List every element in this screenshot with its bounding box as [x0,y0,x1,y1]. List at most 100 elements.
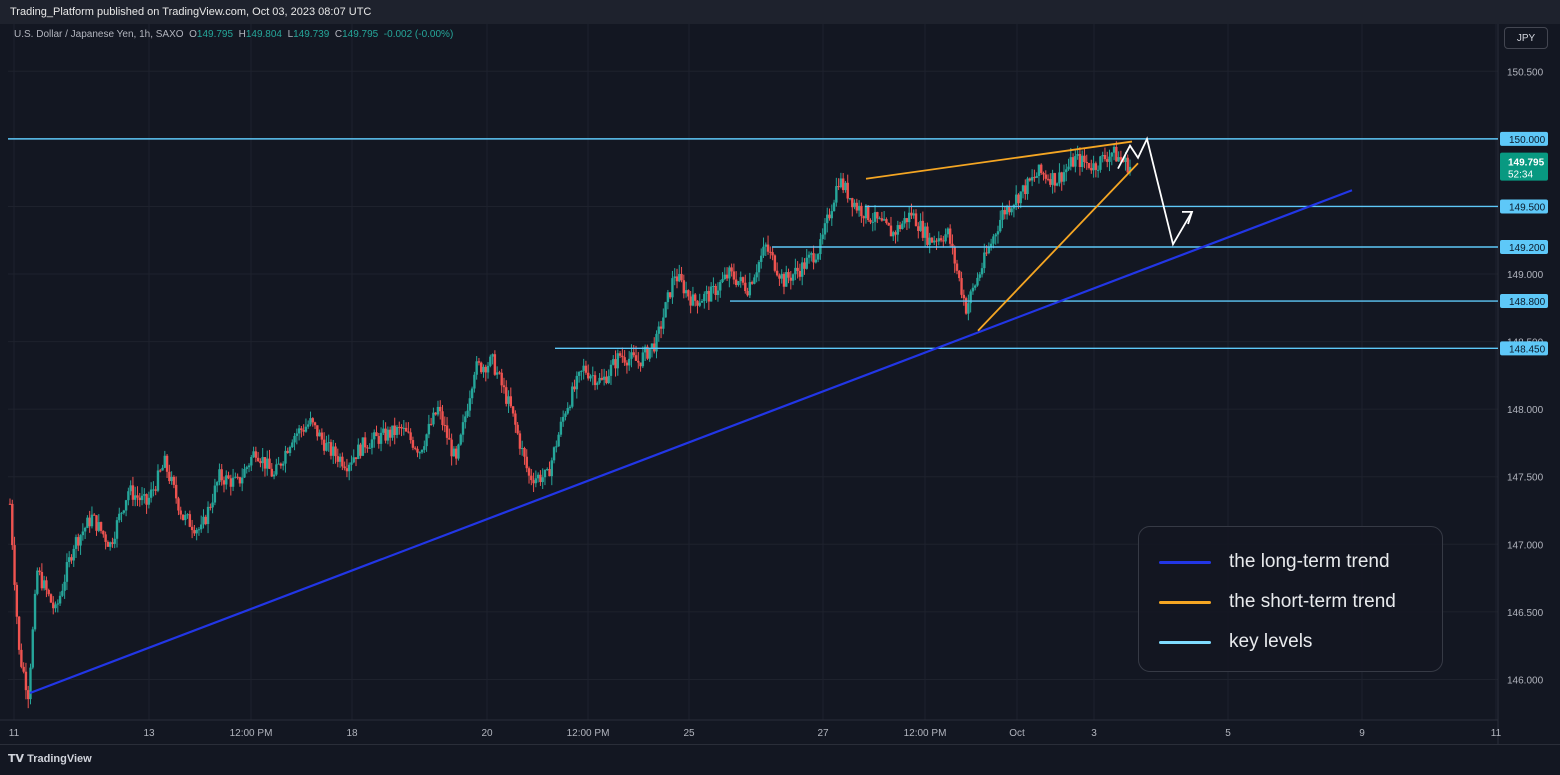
candle-body [846,182,849,199]
candle-body [418,452,421,454]
candle-body [13,545,16,585]
candle-body [295,433,299,436]
candle-body [54,604,57,609]
candle-body [407,431,410,433]
candle-body [156,470,160,491]
candle-body [591,375,594,377]
candle-body [571,386,574,407]
candle-body [555,446,558,448]
candle-body [1080,155,1084,167]
candle-body [170,476,173,482]
candle-body [338,456,342,462]
candle-body [514,413,517,425]
candle-body [835,186,838,203]
candle-body [129,485,132,492]
candle-body [787,272,790,278]
candle-body [220,469,223,481]
currency-button[interactable]: JPY [1504,27,1548,49]
candle-body [773,255,777,271]
candle-body [1017,194,1020,204]
symbol-info: U.S. Dollar / Japanese Yen, 1h, SAXO O14… [14,29,453,40]
candle-body [723,274,726,280]
candle-body [914,213,918,227]
candle-body [1076,153,1079,156]
candle-body [341,456,344,467]
candle-body [36,570,39,594]
key-levels [8,138,1498,350]
candle-body [673,276,676,279]
candle-body [256,457,260,462]
candle-body [15,584,19,617]
candle-body [213,485,217,503]
candle-body [1087,162,1091,168]
candle-body [1071,157,1075,167]
candle-body [322,439,326,451]
candle-body [755,272,758,278]
candle-body [518,433,522,449]
candle-body [22,666,25,672]
candle-body [605,376,608,384]
candle-body [609,364,613,376]
close-label: C [334,29,343,40]
candle-body [498,372,501,374]
candle-body [678,273,681,282]
candle-body [958,270,961,279]
candle-body [343,466,346,469]
candle-body [766,244,770,252]
candle-body [300,428,303,431]
candle-body [600,377,604,380]
candle-body [279,463,283,466]
candle-body [584,365,588,373]
candle-body [944,234,947,242]
candle-body [662,317,665,329]
candle-body [445,425,449,438]
candle-body [919,220,922,231]
candle-body [896,225,900,235]
candle-body [691,294,695,306]
candle-body [423,446,426,450]
candle-body [24,671,28,691]
time-tick-label: 12:00 PM [904,728,947,739]
candle-body [769,251,772,253]
candle-body [989,243,993,248]
candle-body [77,537,80,546]
candle-body [473,374,476,389]
open-label: O [189,29,197,40]
candle-body [416,448,419,453]
candle-body [580,370,583,373]
candle-body [252,451,255,458]
candle-body [666,292,670,303]
time-tick-label: 12:00 PM [567,728,610,739]
candle-body [714,285,717,296]
price-tick-label: 148.000 [1507,405,1544,416]
candle-body [190,526,194,531]
candle-body [432,412,435,425]
candle-body [136,495,139,498]
candle-body [127,491,130,501]
candle-body [263,457,267,469]
candle-body [805,257,808,269]
candle-body [277,463,280,465]
candle-body [411,440,415,448]
candle-body [869,219,872,223]
candle-body [810,253,813,255]
candle-body [1065,169,1068,173]
candle-body [215,482,219,486]
candle-body [557,434,560,447]
candle-body [1069,157,1073,167]
candle-body [933,240,936,243]
candle-body [655,333,658,352]
candle-body [400,426,403,429]
candle-body [539,474,542,483]
candle-body [147,497,151,505]
candle-body [816,254,820,260]
candle-body [439,406,442,412]
candle-body [1096,169,1100,171]
candle-body [250,457,253,466]
candle-body [926,226,929,245]
candle-body [40,571,44,589]
candle-body [568,406,572,409]
candle-body [145,494,148,505]
candle-body [272,474,276,477]
